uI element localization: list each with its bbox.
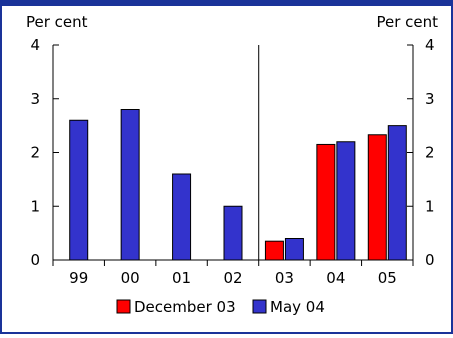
x-tick-label: 01	[172, 269, 191, 287]
y-tick-label-left: 4	[30, 36, 40, 54]
left-axis-label: Per cent	[26, 13, 88, 31]
y-tick-label-left: 1	[30, 197, 40, 215]
y-tick-label-right: 4	[425, 36, 435, 54]
y-tick-label-left: 0	[30, 251, 40, 269]
y-tick-label-left: 2	[30, 144, 40, 162]
y-tick-label-right: 1	[425, 197, 435, 215]
y-tick-label-right: 0	[425, 251, 435, 269]
bar-december-03	[368, 135, 386, 260]
bar-december-03	[317, 144, 335, 260]
x-tick-label: 05	[378, 269, 397, 287]
x-tick-label: 03	[275, 269, 294, 287]
bar-may-04	[285, 239, 303, 261]
legend-item-december-03-swatch	[117, 300, 130, 313]
legend-item-may-04-swatch	[253, 300, 266, 313]
x-tick-label: 02	[223, 269, 242, 287]
plot-layer: 0 01 12 23 34 499 00 01 02 03 04 05	[30, 36, 434, 287]
x-tick-label: 99	[69, 269, 88, 287]
bar-may-04	[173, 174, 191, 260]
y-tick-label-left: 3	[30, 90, 40, 108]
bar-may-04	[224, 206, 242, 260]
x-tick-label: 00	[121, 269, 140, 287]
bar-may-04	[70, 120, 88, 260]
bar-may-04	[388, 126, 406, 260]
legend-item-december-03-label: December 03	[134, 298, 236, 316]
bar-may-04	[121, 110, 139, 261]
bar-may-04	[337, 142, 355, 260]
x-tick-label: 04	[326, 269, 345, 287]
legend: December 03 May 04	[117, 298, 325, 316]
bar-december-03	[265, 241, 283, 260]
legend-item-may-04-label: May 04	[270, 298, 325, 316]
y-tick-label-right: 2	[425, 144, 435, 162]
y-tick-label-right: 3	[425, 90, 435, 108]
right-axis-label: Per cent	[376, 13, 438, 31]
